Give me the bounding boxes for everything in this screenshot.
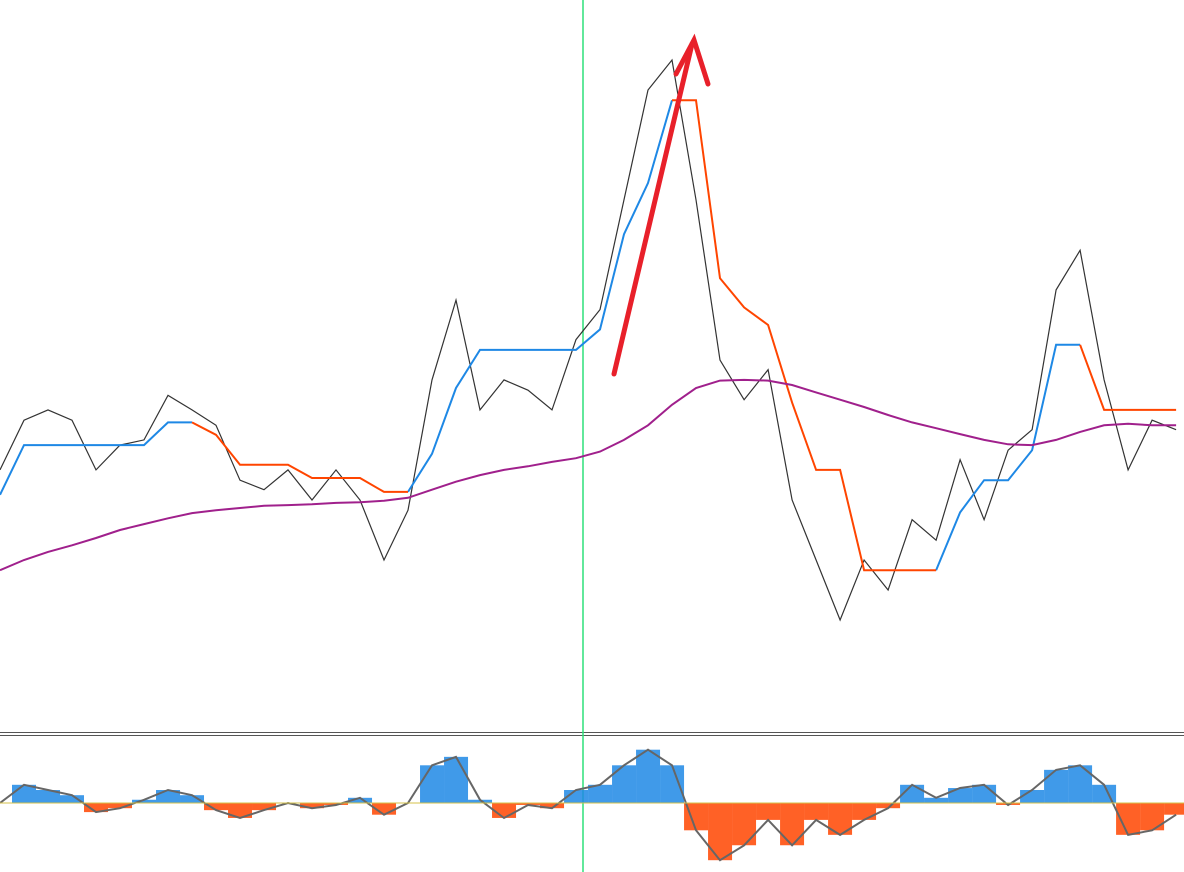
series-line xyxy=(191,421,408,493)
histogram-bar xyxy=(372,803,397,815)
histogram-bar xyxy=(1020,790,1045,803)
histogram-bar xyxy=(516,803,541,805)
histogram-bar xyxy=(60,795,85,803)
trend-arrow xyxy=(611,33,711,377)
series-line xyxy=(672,99,937,572)
histogram-bar xyxy=(108,803,133,809)
histogram-bar xyxy=(252,803,277,811)
histogram-bar xyxy=(540,803,565,809)
histogram-bar xyxy=(804,803,829,820)
series-line xyxy=(935,343,1081,571)
histogram-bar xyxy=(300,803,325,809)
histogram-bar xyxy=(132,799,157,803)
histogram-bar xyxy=(564,790,589,803)
series-line xyxy=(0,421,192,496)
histogram-bar xyxy=(708,803,733,861)
histogram-bar xyxy=(660,765,685,803)
histogram-bar xyxy=(972,784,997,803)
histogram-bar xyxy=(180,795,205,803)
histogram-bar xyxy=(348,797,373,803)
histogram-bar xyxy=(36,790,61,803)
histogram-bar xyxy=(924,797,949,803)
series-line xyxy=(0,378,1177,572)
histogram-bar xyxy=(852,803,877,820)
histogram-bar xyxy=(732,803,757,846)
series-line xyxy=(0,58,1177,622)
series-line xyxy=(407,100,673,493)
histogram-bar xyxy=(420,765,445,803)
histogram-bar xyxy=(228,803,253,818)
arrow-head xyxy=(673,33,711,87)
histogram-bar xyxy=(948,788,973,803)
histogram-bar xyxy=(588,784,613,803)
histogram-outline xyxy=(0,748,1177,862)
histogram-bar xyxy=(1164,803,1184,815)
arrow-shaft xyxy=(611,41,695,377)
histogram-bar xyxy=(1044,769,1069,803)
histogram-bar xyxy=(84,803,109,813)
histogram-bar xyxy=(780,803,805,846)
histogram-bar xyxy=(468,799,493,803)
histogram-bar xyxy=(636,749,661,803)
histogram-bar xyxy=(444,756,469,803)
histogram-bar xyxy=(756,803,781,820)
histogram-bar xyxy=(1140,803,1165,831)
histogram-bar xyxy=(204,803,229,811)
histogram-bar xyxy=(876,803,901,809)
series-line xyxy=(1079,344,1177,411)
plot-layer xyxy=(0,58,1184,862)
